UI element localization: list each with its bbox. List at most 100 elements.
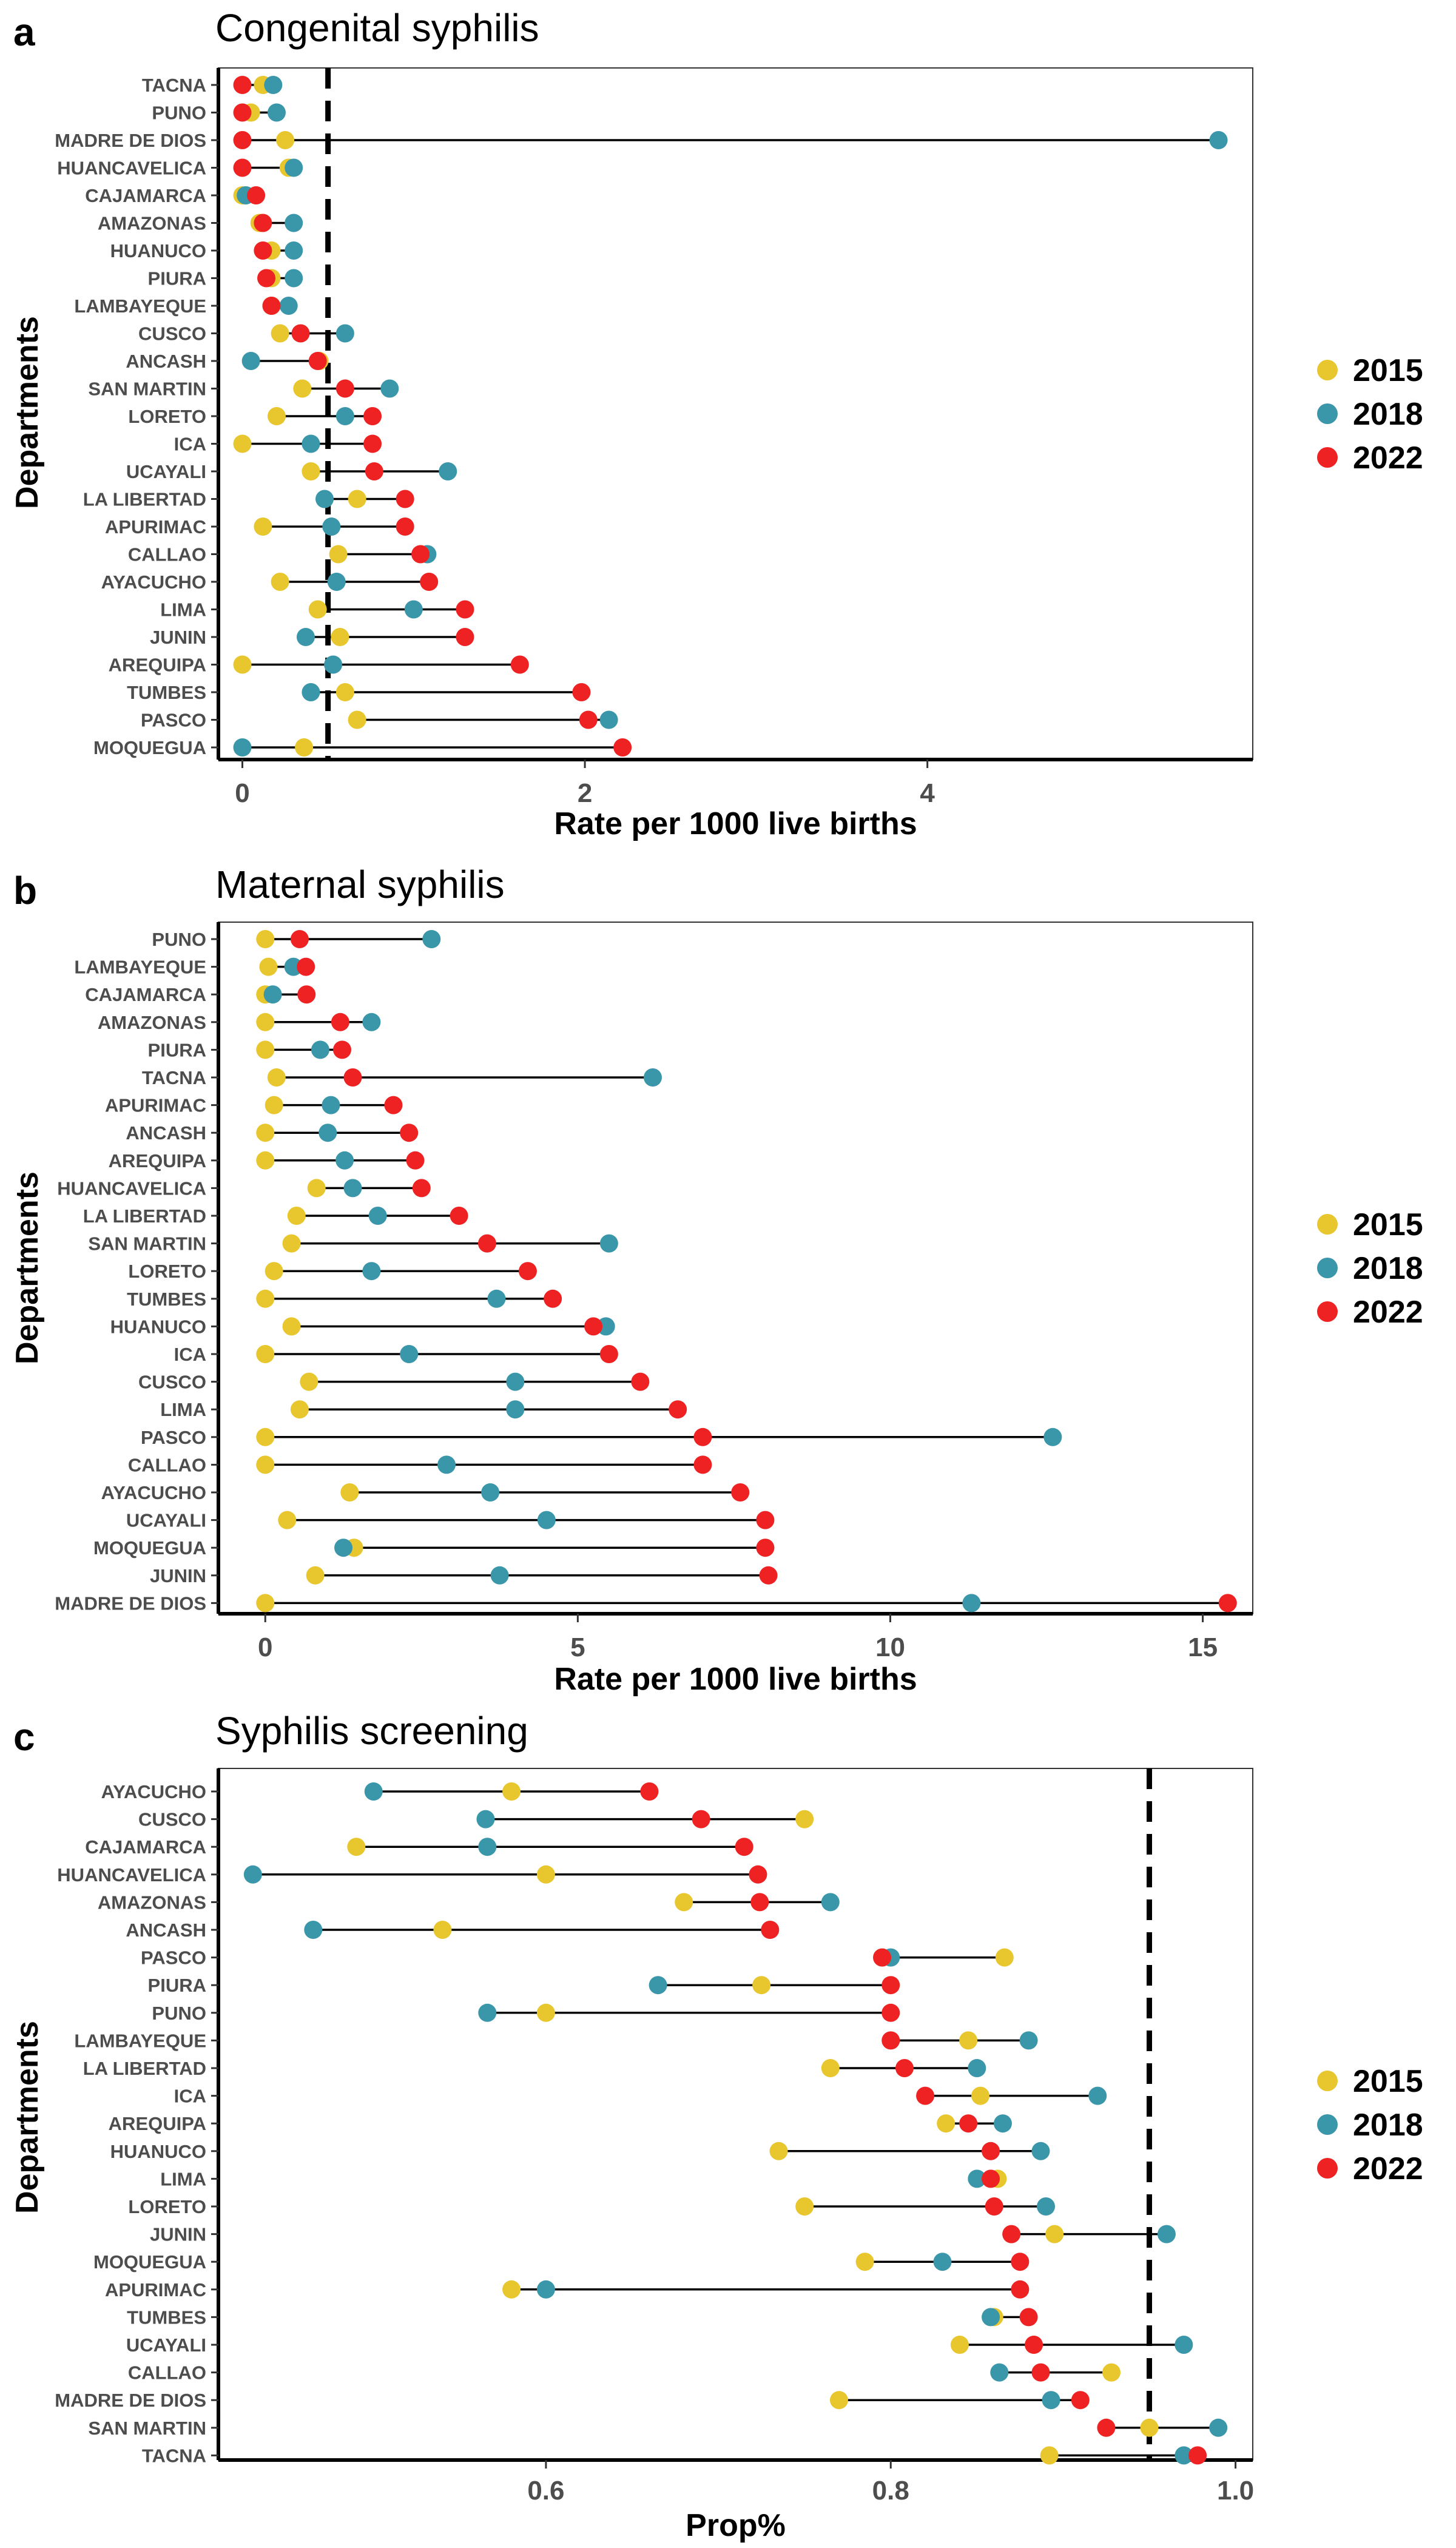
- point-2015: [821, 2059, 840, 2077]
- point-2015: [502, 1782, 521, 1801]
- category-label: AYACUCHO: [101, 1482, 206, 1503]
- point-2018: [322, 517, 341, 536]
- point-2015: [256, 1594, 275, 1613]
- point-2018: [233, 738, 252, 757]
- point-2018: [968, 2169, 986, 2188]
- legend-marker-2015: [1317, 360, 1338, 380]
- category-label: CUSCO: [138, 323, 206, 345]
- point-2015: [233, 434, 252, 453]
- category-label: SAN MARTIN: [88, 2418, 206, 2439]
- point-2022: [1025, 2336, 1043, 2354]
- legend-label: 2022: [1353, 2151, 1423, 2186]
- point-2022: [631, 1372, 650, 1391]
- point-2015: [267, 1068, 286, 1087]
- point-2015: [265, 1262, 283, 1281]
- category-label: LIMA: [160, 2168, 206, 2189]
- point-2018: [478, 1838, 497, 1856]
- point-2022: [290, 930, 309, 948]
- category-label: HUANUCO: [110, 1316, 206, 1337]
- point-2022: [456, 628, 474, 646]
- point-2018: [263, 985, 282, 1004]
- point-2015: [256, 1455, 275, 1474]
- legend-marker-2018: [1317, 2114, 1338, 2135]
- category-label: TUMBES: [127, 682, 206, 703]
- y-axis-title: Departments: [10, 316, 45, 509]
- legend-label: 2015: [1353, 2064, 1423, 2099]
- category-label: PASCO: [141, 1947, 206, 1969]
- point-2015: [937, 2114, 956, 2133]
- point-2022: [363, 434, 382, 453]
- point-2018: [437, 1455, 456, 1474]
- point-2015: [256, 1124, 275, 1142]
- point-2018: [285, 158, 303, 177]
- category-label: AMAZONAS: [98, 213, 206, 234]
- point-2022: [735, 1838, 753, 1856]
- point-2022: [881, 2003, 900, 2022]
- point-2022: [308, 352, 327, 370]
- point-2018: [404, 600, 423, 619]
- x-tick-label: 5: [570, 1633, 585, 1662]
- point-2018: [334, 1539, 353, 1557]
- point-2022: [510, 655, 529, 674]
- plot-frame: [218, 1768, 1253, 2461]
- category-label: CALLAO: [128, 544, 206, 565]
- point-2022: [450, 1207, 468, 1225]
- legend-label: 2022: [1353, 440, 1423, 476]
- point-2022: [396, 517, 414, 536]
- point-2015: [536, 1865, 555, 1884]
- point-2022: [1097, 2418, 1116, 2437]
- category-label: TUMBES: [127, 2307, 206, 2328]
- point-2022: [384, 1096, 403, 1114]
- point-2018: [362, 1262, 381, 1281]
- category-label: PUNO: [152, 929, 206, 950]
- point-2018: [380, 379, 399, 398]
- point-2022: [693, 1455, 712, 1474]
- point-2018: [1043, 1427, 1062, 1446]
- point-2022: [396, 490, 414, 508]
- point-2022: [257, 269, 276, 288]
- point-2015: [795, 1810, 814, 1828]
- point-2018: [362, 1013, 381, 1031]
- point-2018: [476, 1810, 495, 1828]
- category-label: CALLAO: [128, 1454, 206, 1475]
- category-label: UCAYALI: [126, 461, 206, 482]
- legend-label: 2018: [1353, 397, 1423, 432]
- point-2015: [271, 573, 289, 591]
- point-2018: [267, 103, 286, 122]
- category-label: PIURA: [148, 1975, 206, 1996]
- point-2022: [456, 600, 474, 619]
- point-2022: [731, 1483, 750, 1502]
- point-2022: [982, 2142, 1000, 2160]
- category-label: LA LIBERTAD: [83, 489, 206, 510]
- legend-label: 2015: [1353, 1207, 1423, 1242]
- category-label: HUANUCO: [110, 240, 206, 261]
- point-2022: [749, 1865, 767, 1884]
- point-2015: [752, 1976, 771, 1995]
- point-2015: [1045, 2225, 1064, 2243]
- x-axis-title: Prop%: [686, 2508, 786, 2543]
- point-2015: [267, 407, 286, 425]
- point-2022: [584, 1317, 603, 1336]
- category-label: UCAYALI: [126, 2334, 206, 2356]
- point-2022: [544, 1289, 562, 1308]
- point-2018: [241, 352, 260, 370]
- point-2018: [1037, 2197, 1055, 2216]
- point-2015: [433, 1921, 452, 1939]
- category-label: ICA: [174, 2086, 206, 2107]
- point-2015: [282, 1317, 301, 1336]
- category-label: AMAZONAS: [98, 1892, 206, 1913]
- point-2022: [750, 1893, 769, 1912]
- point-2022: [916, 2086, 935, 2105]
- category-label: PUNO: [152, 103, 206, 124]
- point-2018: [335, 407, 354, 425]
- category-label: TUMBES: [127, 1289, 206, 1310]
- point-2022: [363, 407, 382, 425]
- point-2018: [285, 241, 303, 260]
- point-2018: [1088, 2086, 1107, 2105]
- point-2018: [400, 1345, 419, 1363]
- point-2018: [599, 1234, 618, 1253]
- category-label: AREQUIPA: [109, 655, 206, 676]
- point-2015: [278, 1511, 297, 1529]
- legend-marker-2018: [1317, 1258, 1338, 1278]
- point-2015: [1140, 2418, 1159, 2437]
